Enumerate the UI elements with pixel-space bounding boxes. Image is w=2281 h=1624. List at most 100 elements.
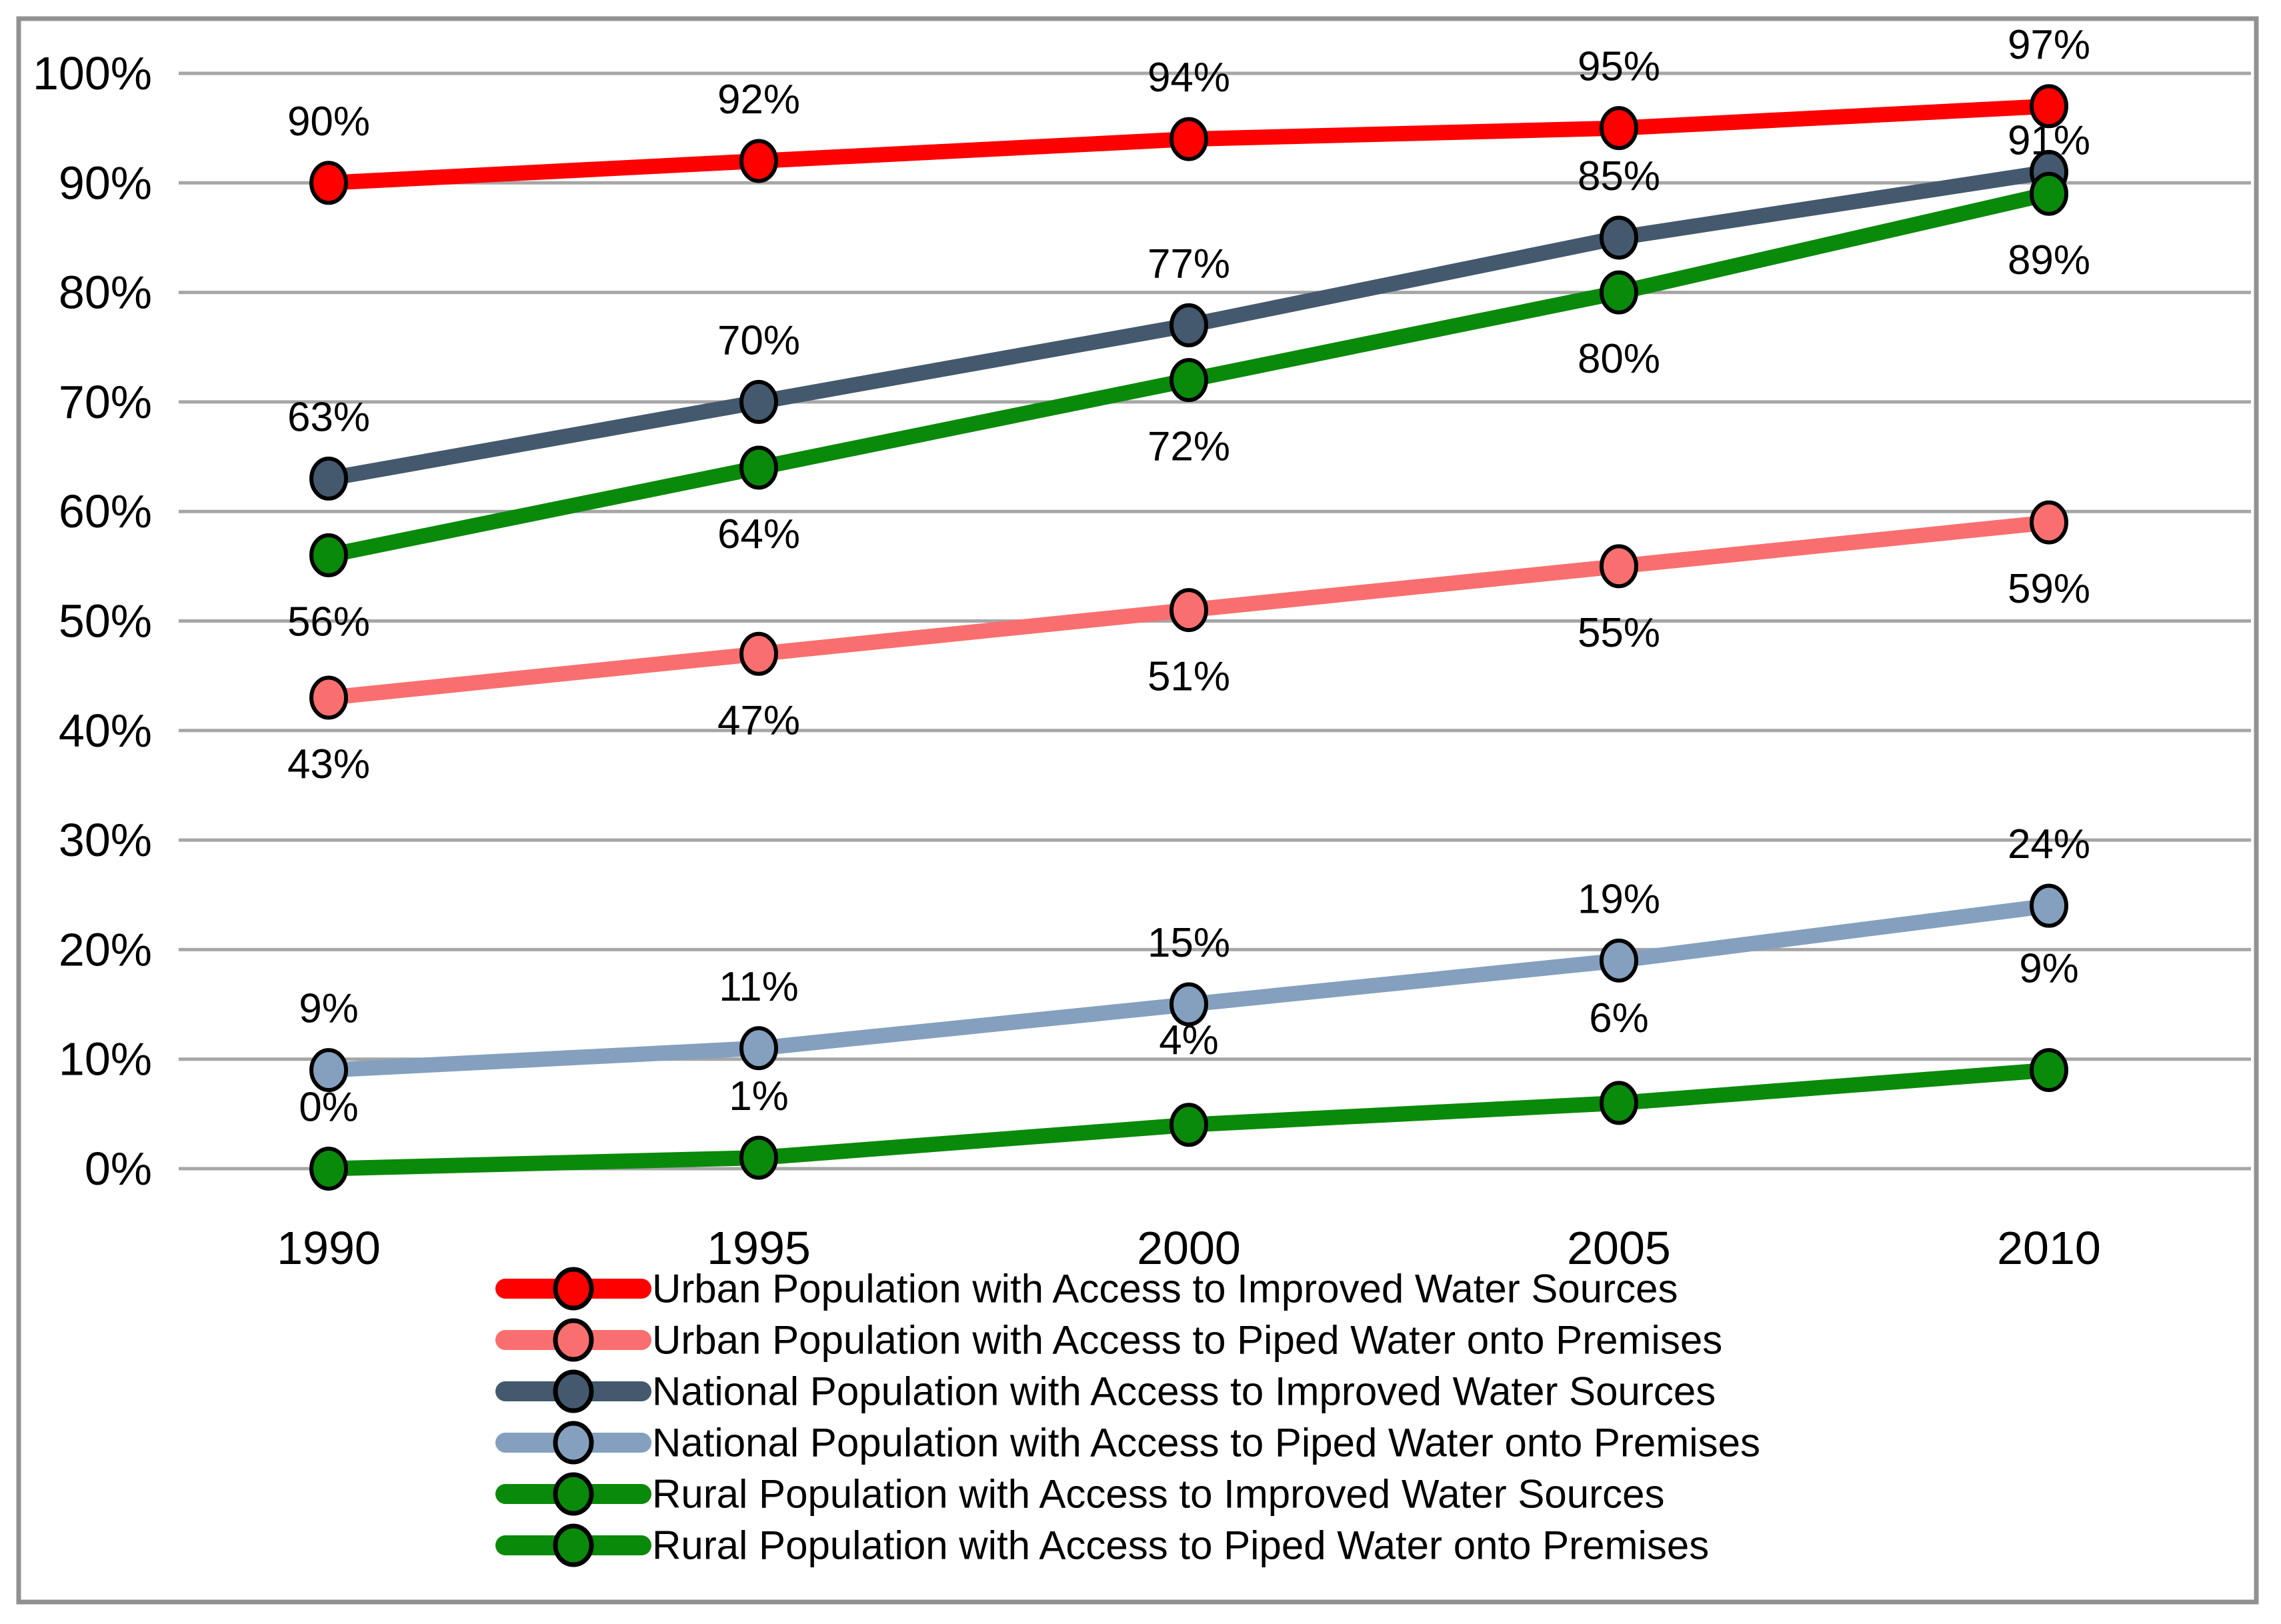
data-label: 6%: [1589, 995, 1649, 1041]
data-point-marker: [1600, 270, 1638, 315]
legend-label: Rural Population with Access to Piped Wa…: [652, 1523, 1709, 1568]
y-axis-tick-label: 50%: [59, 595, 152, 647]
legend: Urban Population with Access to Improved…: [495, 1267, 1760, 1568]
data-label: 56%: [287, 599, 370, 645]
data-label: 59%: [2008, 566, 2090, 612]
y-axis-tick-label: 100%: [33, 47, 152, 99]
data-label: 97%: [2008, 22, 2090, 68]
data-point-marker: [309, 161, 348, 205]
data-point-marker: [1170, 303, 1208, 347]
legend-item: Rural Population with Access to Improved…: [495, 1472, 1664, 1517]
data-label: 55%: [1578, 610, 1660, 656]
data-label: 77%: [1148, 241, 1230, 287]
data-point-marker: [2030, 84, 2068, 129]
legend-label: Rural Population with Access to Improved…: [652, 1472, 1664, 1517]
data-point-marker: [739, 1026, 778, 1071]
legend-marker-circle: [553, 1267, 594, 1311]
data-label: 43%: [287, 741, 370, 787]
legend-label: Urban Population with Access to Improved…: [652, 1267, 1678, 1311]
series-6: 0% 1% 4% 6% 9%: [299, 946, 2079, 1191]
y-axis-tick-label: 80%: [59, 267, 152, 319]
data-point-marker: [309, 456, 348, 501]
legend-label: Urban Population with Access to Piped Wa…: [652, 1318, 1722, 1363]
data-label: 89%: [2008, 237, 2090, 283]
data-label: 70%: [717, 317, 800, 363]
data-label: 64%: [717, 511, 800, 557]
legend-item: Urban Population with Access to Piped Wa…: [495, 1318, 1722, 1363]
series-1: 90% 92% 94% 95% 97%: [287, 22, 2090, 205]
data-point-marker: [1170, 117, 1208, 161]
data-label: 47%: [717, 697, 800, 743]
data-label: 85%: [1578, 153, 1660, 199]
data-label: 1%: [729, 1073, 789, 1119]
data-label: 90%: [287, 99, 370, 145]
x-axis-tick-label: 2010: [1997, 1222, 2101, 1274]
data-point-marker: [1600, 938, 1638, 983]
legend-marker-circle: [553, 1472, 594, 1516]
data-label: 72%: [1148, 424, 1230, 470]
y-axis-tick-label: 60%: [59, 485, 152, 537]
data-label: 0%: [299, 1085, 359, 1131]
data-point-marker: [1170, 982, 1208, 1027]
x-axis-tick-label: 1995: [707, 1222, 811, 1274]
legend-marker-circle: [553, 1369, 594, 1413]
data-label: 15%: [1148, 920, 1230, 966]
data-point-marker: [739, 139, 778, 183]
y-axis-tick-label: 70%: [59, 376, 152, 428]
data-point-marker: [1600, 215, 1638, 260]
data-label: 95%: [1578, 44, 1660, 90]
y-axis-tick-label: 0%: [85, 1143, 152, 1195]
data-label: 11%: [719, 964, 799, 1010]
legend-item: National Population with Access to Impro…: [495, 1369, 1716, 1414]
data-point-marker: [739, 379, 778, 424]
data-point-marker: [739, 631, 778, 676]
data-point-marker: [1170, 358, 1208, 403]
data-point-marker: [1600, 544, 1638, 589]
data-label: 92%: [717, 77, 800, 123]
x-axis-tick-label: 2000: [1137, 1222, 1241, 1274]
data-label: 4%: [1159, 1017, 1219, 1063]
data-point-marker: [309, 1147, 348, 1191]
data-label: 91%: [2008, 117, 2090, 163]
data-point-marker: [739, 445, 778, 490]
data-point-marker: [309, 533, 348, 577]
data-point-marker: [739, 1135, 778, 1180]
series-4: 9% 11% 15% 19% 24%: [299, 821, 2090, 1093]
data-point-marker: [1600, 1081, 1638, 1125]
x-axis-tick-labels: 1990 1995 2000 2005 2010: [277, 1222, 2101, 1274]
data-label: 63%: [287, 394, 370, 440]
chart-border: [16, 16, 2259, 1605]
data-point-marker: [1170, 588, 1208, 633]
data-point-marker: [309, 675, 348, 720]
series-3: 63% 70% 77% 85% 91%: [287, 117, 2090, 501]
data-point-marker: [309, 1048, 348, 1093]
x-axis-tick-label: 2005: [1567, 1222, 1671, 1274]
legend-item: National Population with Access to Piped…: [495, 1421, 1760, 1465]
data-point-marker: [2030, 883, 2068, 928]
y-axis-tick-label: 40%: [59, 705, 152, 757]
legend-marker-circle: [553, 1318, 594, 1362]
data-point-marker: [2030, 171, 2068, 216]
data-label: 9%: [2019, 946, 2079, 992]
data-label: 94%: [1148, 55, 1230, 101]
data-point-marker: [1170, 1103, 1208, 1147]
legend-item: Rural Population with Access to Piped Wa…: [495, 1523, 1709, 1568]
data-point-marker: [2030, 500, 2068, 545]
data-label: 24%: [2008, 821, 2090, 867]
data-label: 80%: [1578, 336, 1660, 382]
legend-label: National Population with Access to Impro…: [652, 1369, 1716, 1414]
legend-item: Urban Population with Access to Improved…: [495, 1267, 1678, 1311]
data-point-marker: [2030, 1048, 2068, 1093]
y-axis-tick-label: 30%: [59, 814, 152, 866]
data-label: 19%: [1578, 876, 1660, 922]
legend-marker-circle: [553, 1523, 594, 1567]
data-label: 51%: [1148, 654, 1230, 700]
y-axis-tick-label: 90%: [59, 157, 152, 209]
data-point-marker: [1600, 106, 1638, 151]
y-axis-tick-label: 20%: [59, 923, 152, 975]
series-2: 43% 47% 51% 55% 59%: [287, 500, 2090, 787]
data-label: 9%: [299, 986, 359, 1032]
legend-marker-circle: [553, 1421, 594, 1465]
